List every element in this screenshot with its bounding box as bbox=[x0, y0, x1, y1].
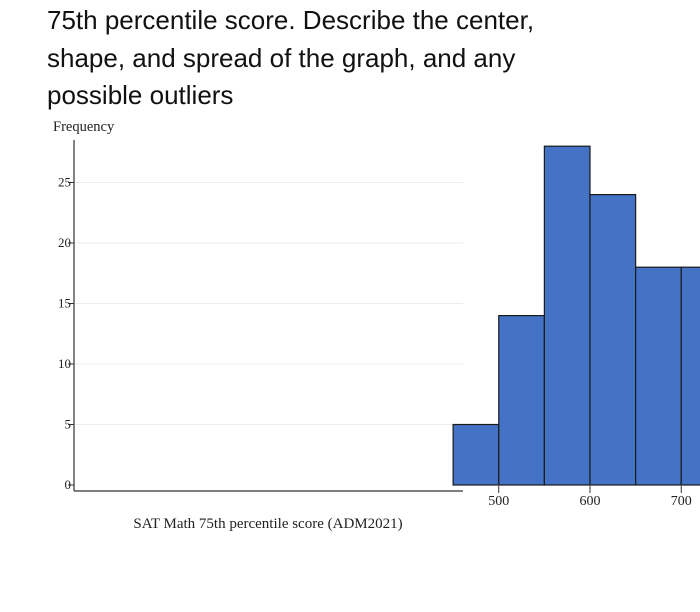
y-tick-label-0: 0 bbox=[65, 477, 72, 492]
question-line-3: possible outliers bbox=[47, 80, 234, 110]
y-tick-label-20: 20 bbox=[58, 235, 71, 250]
y-axis-label: Frequency bbox=[53, 119, 115, 135]
gridlines bbox=[74, 182, 463, 425]
question-line-2: shape, and spread of the graph, and any bbox=[47, 42, 516, 73]
histogram-bar-500-550 bbox=[498, 315, 545, 486]
y-tick-label-25: 25 bbox=[58, 175, 71, 190]
histogram-bar-650-700 bbox=[635, 266, 682, 486]
histogram-bar-600-650 bbox=[589, 194, 637, 486]
question-text: 75th percentile score. Describe the cent… bbox=[47, 2, 647, 115]
x-axis-label: SAT Math 75th percentile score (ADM2021) bbox=[133, 516, 402, 532]
histogram-bar-450-500 bbox=[452, 423, 500, 486]
question-line-1: 75th percentile score. Describe the cent… bbox=[47, 5, 535, 35]
y-tick-label-15: 15 bbox=[58, 296, 71, 311]
histogram-bar-700-750 bbox=[680, 266, 700, 486]
x-tick-label-600: 600 bbox=[580, 494, 601, 509]
histogram-bar-550-600 bbox=[543, 145, 591, 486]
axes: 0510152025500600700800 bbox=[58, 140, 692, 509]
x-tick-label-700: 700 bbox=[671, 494, 692, 509]
x-tick-label-500: 500 bbox=[488, 494, 509, 509]
y-tick-label-10: 10 bbox=[58, 356, 71, 371]
y-tick-label-5: 5 bbox=[65, 417, 72, 432]
histogram-bars bbox=[452, 145, 700, 486]
